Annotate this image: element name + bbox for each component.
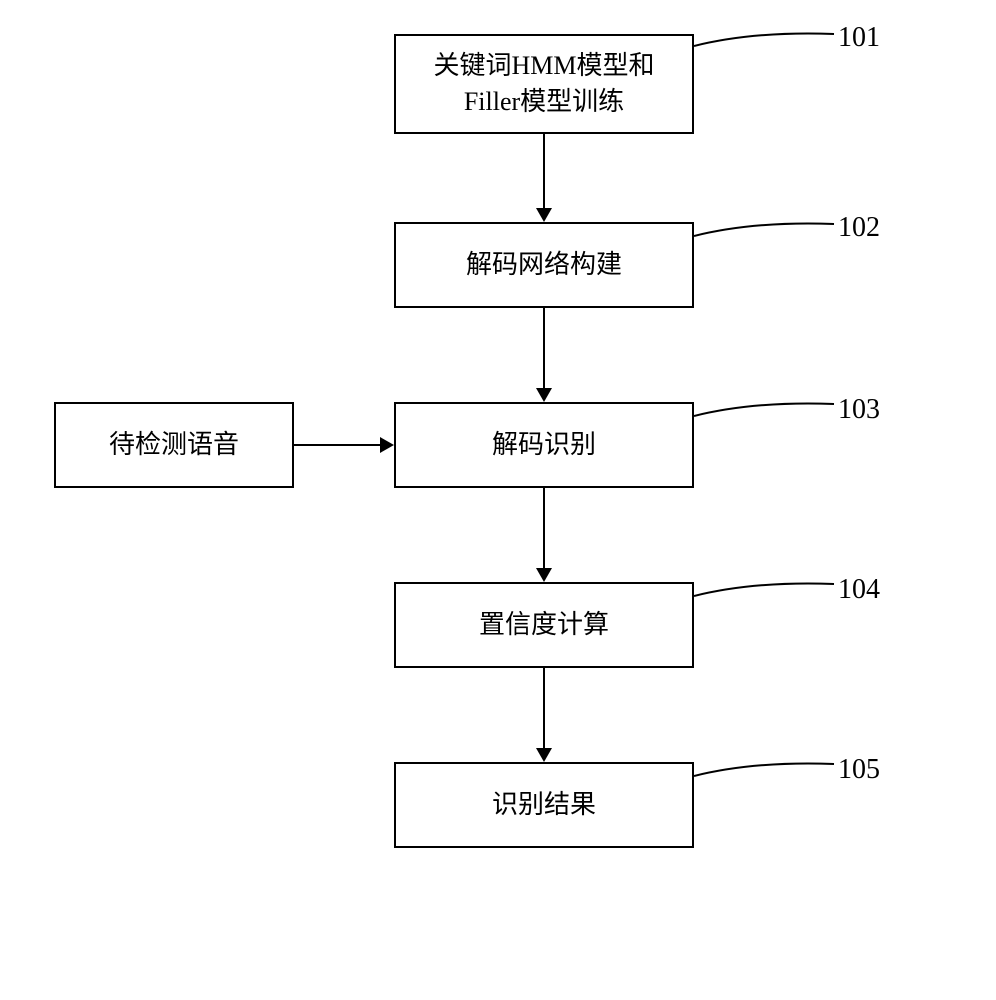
- node-label-103: 103: [838, 394, 880, 426]
- arrowhead-101-to-102: [536, 208, 552, 222]
- connector-line-103: [694, 396, 844, 456]
- connector-line-101: [694, 26, 844, 86]
- arrow-103-to-104: [543, 488, 545, 568]
- flowchart-node-input: 待检测语音: [54, 402, 294, 488]
- flowchart-node-101: 关键词HMM模型和 Filler模型训练: [394, 34, 694, 134]
- node-label-101: 101: [838, 22, 880, 54]
- node-label-105: 105: [838, 754, 880, 786]
- connector-line-104: [694, 576, 844, 636]
- arrowhead-103-to-104: [536, 568, 552, 582]
- arrow-104-to-105: [543, 668, 545, 748]
- node-103-text: 解码识别: [492, 427, 596, 463]
- arrow-102-to-103: [543, 308, 545, 388]
- node-input-text: 待检测语音: [109, 427, 239, 463]
- node-104-text: 置信度计算: [479, 607, 609, 643]
- arrowhead-input-to-103: [380, 437, 394, 453]
- connector-line-105: [694, 756, 844, 816]
- node-101-text-line1: 关键词HMM模型和: [433, 48, 654, 84]
- flowchart-node-104: 置信度计算: [394, 582, 694, 668]
- flowchart-node-105: 识别结果: [394, 762, 694, 848]
- flowchart-node-103: 解码识别: [394, 402, 694, 488]
- arrowhead-102-to-103: [536, 388, 552, 402]
- connector-line-102: [694, 216, 844, 276]
- node-101-text-line2: Filler模型训练: [433, 84, 654, 120]
- node-label-102: 102: [838, 212, 880, 244]
- arrow-101-to-102: [543, 134, 545, 208]
- flowchart-node-102: 解码网络构建: [394, 222, 694, 308]
- node-105-text: 识别结果: [492, 787, 596, 823]
- node-102-text: 解码网络构建: [466, 247, 622, 283]
- arrow-input-to-103: [294, 444, 380, 446]
- arrowhead-104-to-105: [536, 748, 552, 762]
- node-label-104: 104: [838, 574, 880, 606]
